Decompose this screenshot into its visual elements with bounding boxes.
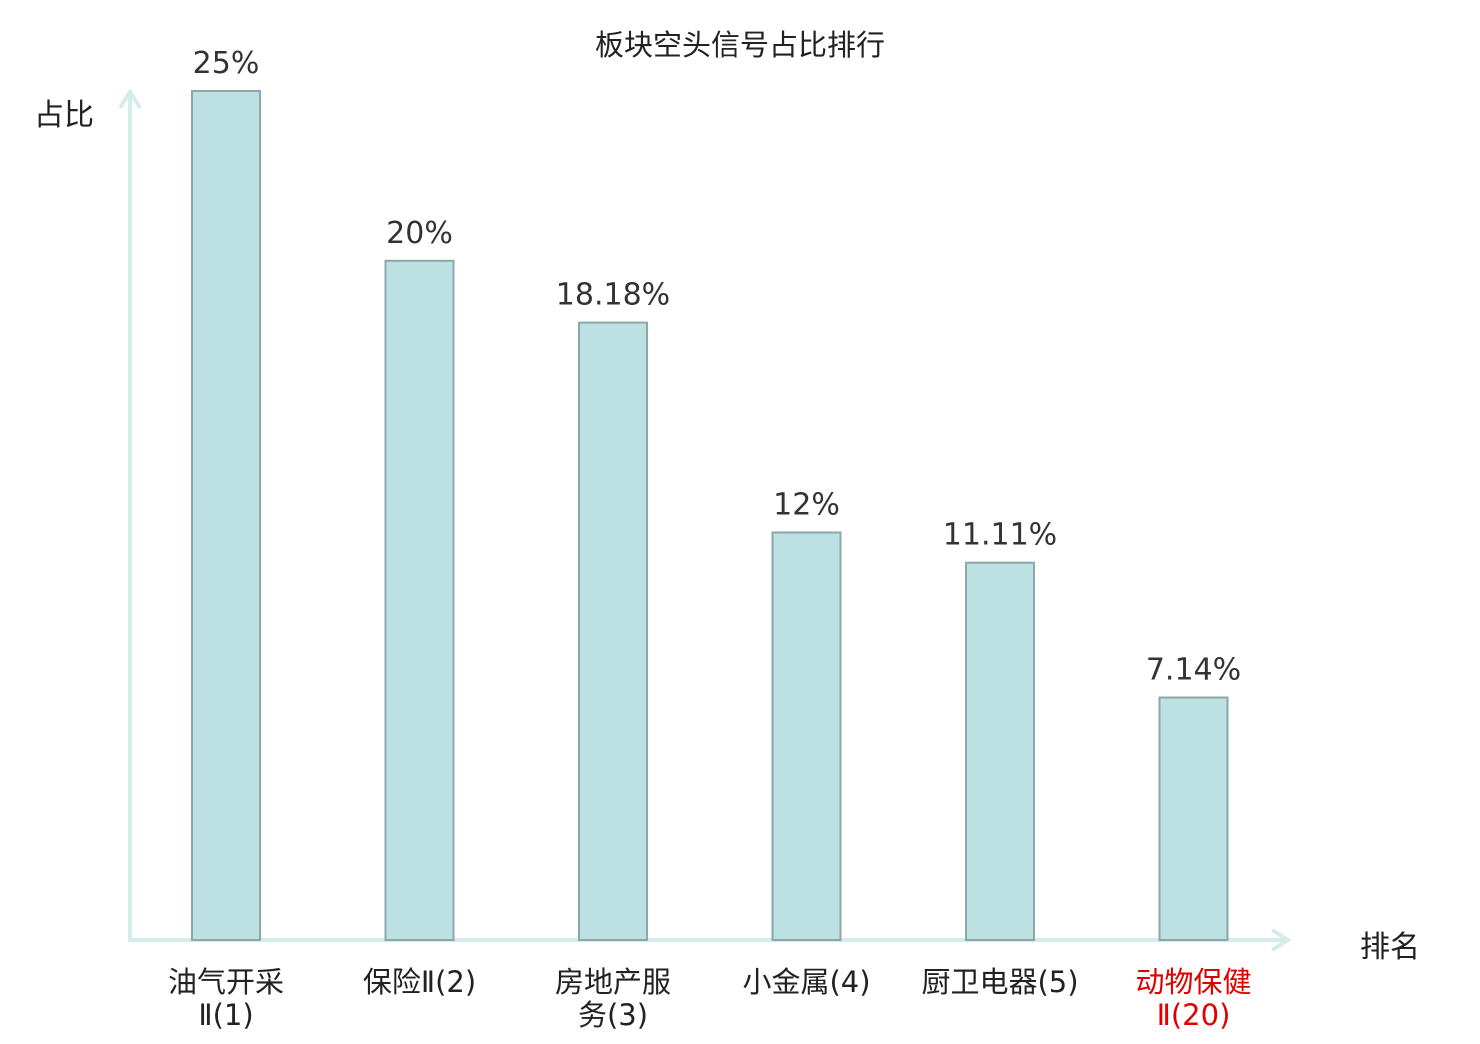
bar-value-label: 7.14% [1146, 653, 1241, 688]
bar [1158, 696, 1229, 941]
bar-value-label: 20% [386, 216, 453, 251]
axes [118, 88, 1292, 952]
bars [191, 90, 1229, 942]
x-axis-label: 排名 [1360, 930, 1420, 965]
category-label-line1: 油气开采 [167, 965, 284, 999]
category-label-line2: Ⅱ(20) [1156, 998, 1231, 1032]
category-label-line1: 动物保健 [1135, 965, 1252, 999]
value-labels: 25% 20% 18.18% 12% 11.11% 7.14% [193, 46, 1242, 688]
category-label: 房地产服 务(3) [518, 966, 708, 1032]
bar-value-label: 18.18% [556, 278, 670, 313]
category-label-line1: 保险Ⅱ(2) [362, 965, 477, 999]
bar-value-label: 25% [193, 46, 260, 81]
bar [965, 561, 1035, 941]
bar-value-label: 12% [773, 487, 840, 522]
bar [771, 531, 842, 941]
bar [384, 259, 455, 941]
category-label: 油气开采 Ⅱ(1) [131, 966, 321, 1032]
bar [578, 321, 648, 942]
category-label-line1: 小金属(4) [742, 965, 871, 999]
category-label-line2: 务(3) [577, 998, 649, 1032]
category-label: 厨卫电器(5) [905, 966, 1095, 999]
bar [191, 90, 261, 941]
y-axis-arrow [118, 88, 142, 110]
category-label: 小金属(4) [712, 966, 902, 999]
category-label: 保险Ⅱ(2) [325, 966, 515, 999]
category-label-line1: 房地产服 [554, 965, 671, 999]
x-axis-arrow [1270, 928, 1292, 952]
category-label-line1: 厨卫电器(5) [921, 965, 1079, 999]
bar-value-label: 11.11% [943, 518, 1057, 553]
y-axis-label: 占比 [34, 98, 94, 133]
category-label: 动物保健 Ⅱ(20) [1099, 966, 1289, 1032]
category-label-line2: Ⅱ(1) [198, 998, 254, 1032]
chart-title: 板块空头信号占比排行 [594, 28, 885, 62]
